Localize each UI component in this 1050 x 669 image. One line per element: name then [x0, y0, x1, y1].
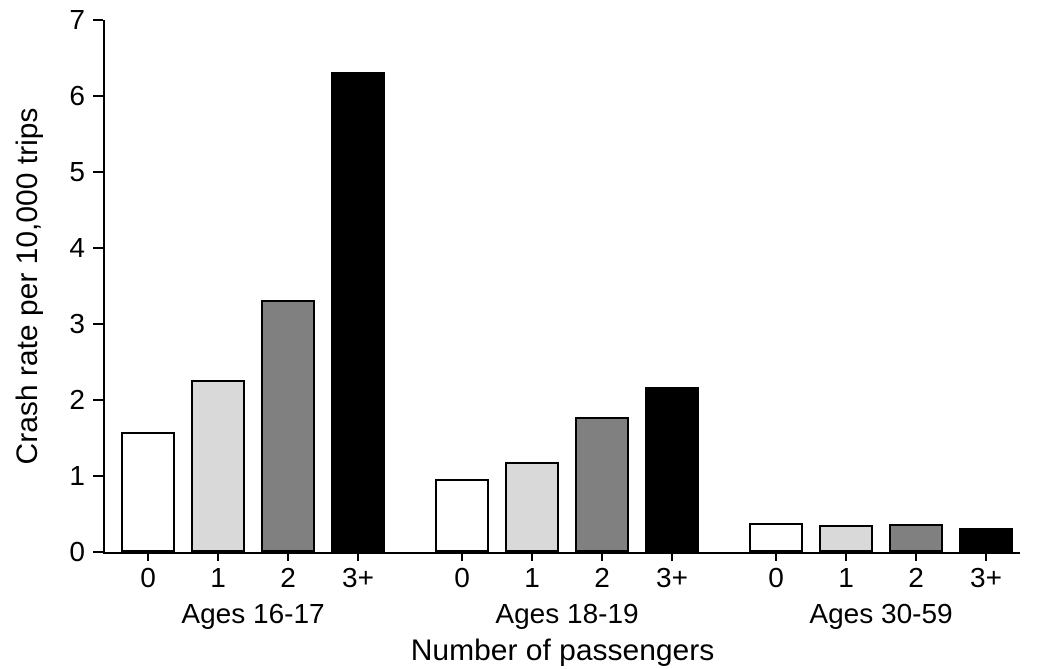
x-tick [147, 554, 149, 561]
x-tick [461, 554, 463, 561]
x-tick [601, 554, 603, 561]
crash-rate-bar-chart: 01234567Crash rate per 10,000 trips0123+… [0, 0, 1050, 669]
bar [435, 479, 489, 552]
y-tick [93, 475, 103, 477]
y-tick [93, 247, 103, 249]
x-tick [217, 554, 219, 561]
x-tick [287, 554, 289, 561]
bar [575, 417, 629, 552]
bar [191, 380, 245, 552]
y-tick [93, 95, 103, 97]
x-tick [845, 554, 847, 561]
bar [121, 432, 175, 552]
bar-label: 0 [425, 562, 499, 594]
bar-label: 0 [739, 562, 813, 594]
bar [261, 300, 315, 552]
x-tick [531, 554, 533, 561]
bar-label: 2 [251, 562, 325, 594]
y-tick [93, 551, 103, 553]
group-label: Ages 16-17 [121, 598, 385, 630]
bar-label: 3+ [321, 562, 395, 594]
bar [645, 387, 699, 552]
y-tick [93, 171, 103, 173]
group-label: Ages 18-19 [435, 598, 699, 630]
x-axis-line [103, 552, 1020, 554]
bar-label: 3+ [949, 562, 1023, 594]
x-tick [775, 554, 777, 561]
y-axis-line [103, 20, 105, 554]
x-tick [985, 554, 987, 561]
y-tick [93, 399, 103, 401]
bar-label: 1 [181, 562, 255, 594]
x-axis-title: Number of passengers [313, 634, 813, 668]
bar-label: 2 [879, 562, 953, 594]
bar [889, 524, 943, 552]
bar [749, 523, 803, 552]
bar-label: 0 [111, 562, 185, 594]
bar-label: 1 [495, 562, 569, 594]
y-tick [93, 323, 103, 325]
bar [331, 72, 385, 552]
bar-label: 2 [565, 562, 639, 594]
x-tick [357, 554, 359, 561]
x-tick [671, 554, 673, 561]
bar-label: 1 [809, 562, 883, 594]
bar [959, 528, 1013, 552]
bar [505, 462, 559, 552]
y-axis-title: Crash rate per 10,000 trips [10, 20, 46, 552]
x-tick [915, 554, 917, 561]
y-tick [93, 19, 103, 21]
bar [819, 525, 873, 552]
group-label: Ages 30-59 [749, 598, 1013, 630]
bar-label: 3+ [635, 562, 709, 594]
